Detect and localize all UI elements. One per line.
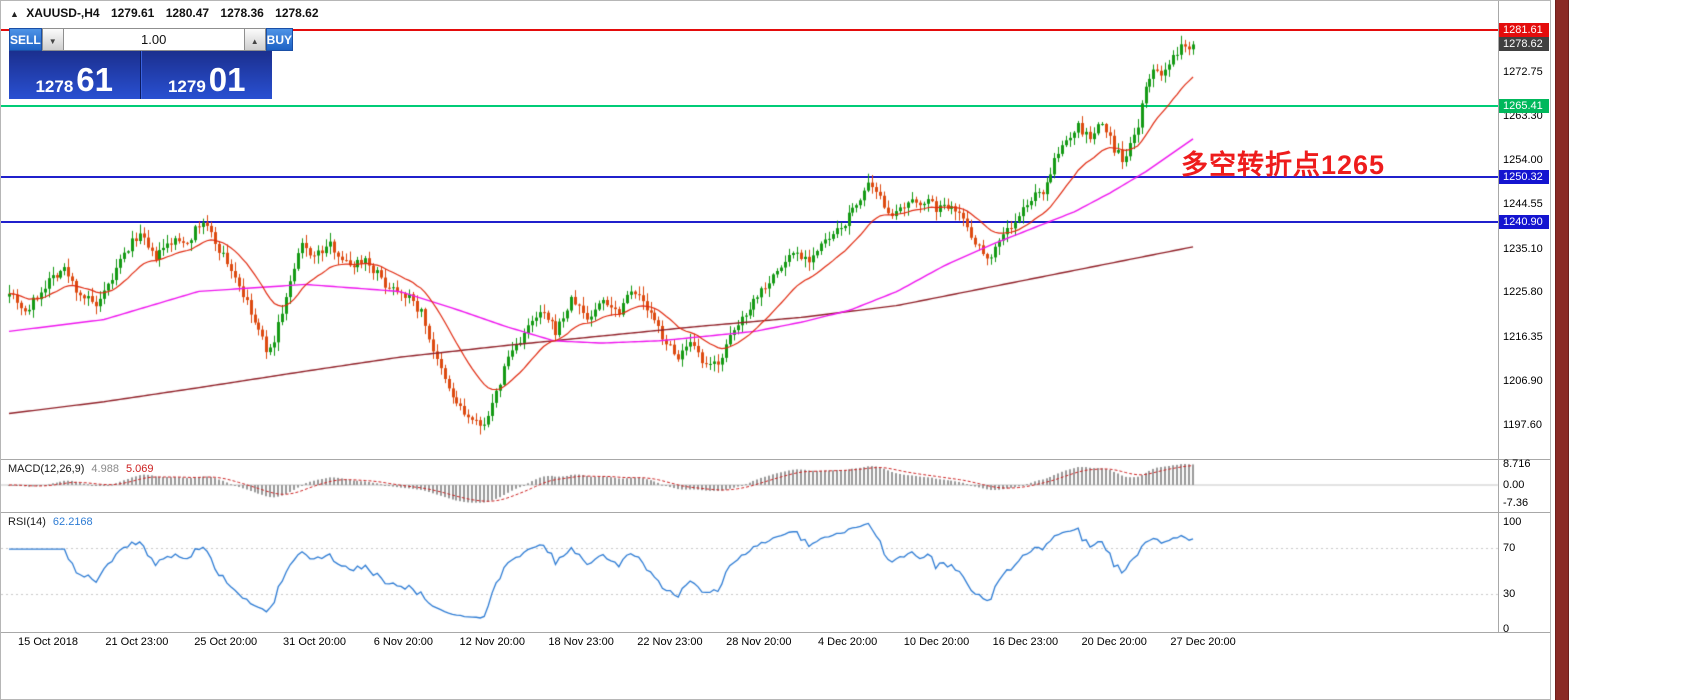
time-axis-separator — [1, 632, 1550, 633]
price-badge: 1281.61 — [1499, 23, 1549, 38]
price-axis-tick: 1225.80 — [1503, 286, 1543, 299]
one-click-top-row: SELL ▼ ▲ BUY — [9, 28, 294, 51]
price-axis-tick: 1272.75 — [1503, 66, 1543, 78]
macd-main-value: 4.988 — [91, 463, 119, 475]
time-axis-label: 21 Oct 23:00 — [105, 636, 169, 648]
volume-control: ▼ ▲ — [41, 28, 266, 51]
time-axis-label: 27 Dec 20:00 — [1170, 636, 1236, 648]
rsi-axis-tick: 100 — [1503, 516, 1522, 528]
time-axis-label: 22 Nov 23:00 — [637, 636, 703, 648]
price-axis-tick: 1254.00 — [1503, 154, 1543, 167]
time-axis-label: 6 Nov 20:00 — [373, 636, 434, 648]
ohlc-close: 1278.62 — [275, 6, 319, 20]
macd-axis-tick: 0.00 — [1503, 479, 1525, 491]
macd-signal-value: 5.069 — [125, 463, 154, 475]
time-axis-label: 15 Oct 2018 — [18, 636, 78, 648]
volume-input[interactable] — [63, 28, 244, 51]
ohlc-low: 1278.36 — [220, 6, 264, 20]
sell-price-button[interactable]: 1278 61 — [9, 51, 141, 99]
time-axis-label: 12 Nov 20:00 — [459, 636, 525, 648]
sell-price-major: 1278 — [35, 77, 74, 96]
rsi-panel-separator[interactable] — [1, 512, 1550, 513]
one-click-trading-panel: SELL ▼ ▲ BUY 1278 61 1279 01 — [9, 28, 294, 99]
buy-price-points: 01 — [208, 61, 246, 99]
price-badge: 1240.90 — [1499, 214, 1549, 229]
buy-price-button[interactable]: 1279 01 — [140, 51, 273, 99]
time-axis-label: 31 Oct 20:00 — [283, 636, 347, 648]
price-axis-border — [1498, 1, 1499, 632]
chart-symbol-timeframe: XAUUSD-,H4 — [26, 6, 100, 20]
time-axis-label: 10 Dec 20:00 — [903, 636, 970, 648]
price-axis-tick: 1244.55 — [1503, 198, 1543, 211]
sell-button[interactable]: SELL — [9, 28, 42, 51]
time-axis-label: 18 Nov 23:00 — [548, 636, 614, 648]
time-axis-label: 20 Dec 20:00 — [1081, 636, 1147, 648]
price-axis-tick: 1197.60 — [1503, 418, 1542, 431]
time-axis-label: 16 Dec 23:00 — [992, 636, 1059, 648]
buy-button[interactable]: BUY — [265, 28, 294, 51]
ohlc-high: 1280.47 — [165, 6, 210, 20]
time-axis-label: 25 Oct 20:00 — [194, 636, 258, 648]
ohlc-open: 1279.61 — [110, 6, 155, 20]
rsi-label-text: RSI(14) — [8, 516, 46, 528]
rsi-value: 62.2168 — [52, 516, 93, 528]
rsi-axis-tick: 70 — [1503, 542, 1516, 554]
price-badge: 1265.41 — [1499, 99, 1549, 114]
macd-axis-tick: -7.36 — [1503, 496, 1529, 509]
macd-panel-separator[interactable] — [1, 459, 1550, 460]
rsi-indicator-label: RSI(14) 62.2168 — [8, 516, 100, 528]
chevron-down-icon: ▼ — [48, 37, 57, 46]
chevron-up-icon: ▲ — [250, 37, 259, 46]
chart-title-row: ▲ XAUUSD-,H4 1279.61 1280.47 1278.36 127… — [10, 6, 319, 20]
price-badge: 1250.32 — [1499, 170, 1549, 185]
sell-price-points: 61 — [76, 61, 114, 99]
price-axis-tick: 1235.10 — [1503, 242, 1543, 255]
macd-label-text: MACD(12,26,9) — [8, 463, 85, 475]
volume-increase-button[interactable]: ▲ — [243, 28, 266, 51]
chart-symbol-icon: ▲ — [10, 9, 19, 19]
one-click-prices-row: 1278 61 1279 01 — [9, 51, 272, 99]
chart-annotation-text[interactable]: 多空转折点1265 — [1181, 150, 1386, 180]
volume-decrease-button[interactable]: ▼ — [41, 28, 64, 51]
price-axis-tick: 1206.90 — [1503, 375, 1543, 388]
macd-indicator-label: MACD(12,26,9) 4.988 5.069 — [8, 463, 160, 475]
time-axis-label: 4 Dec 20:00 — [817, 636, 878, 648]
rsi-axis-tick: 0 — [1503, 622, 1510, 635]
time-axis-label: 28 Nov 20:00 — [726, 636, 792, 648]
buy-price-major: 1279 — [167, 77, 206, 96]
rsi-axis-tick: 30 — [1503, 588, 1516, 600]
macd-axis-tick: 8.716 — [1503, 457, 1531, 470]
price-badge: 1278.62 — [1499, 37, 1549, 52]
price-axis-tick: 1216.35 — [1503, 330, 1543, 343]
